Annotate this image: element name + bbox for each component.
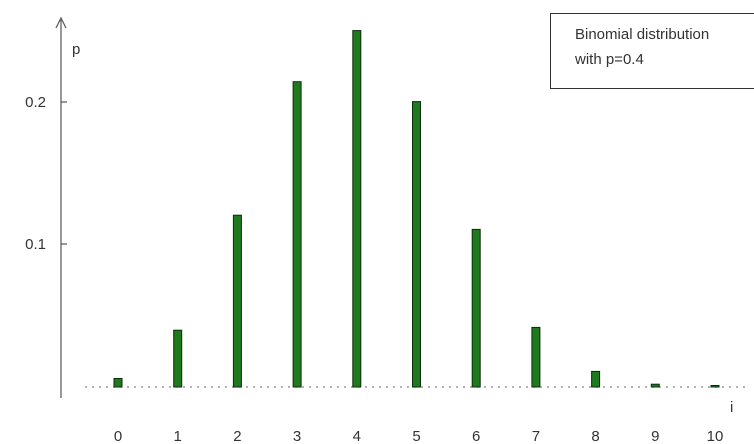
bar-3	[292, 81, 302, 388]
x-tick-label-2: 2	[233, 428, 241, 444]
x-tick-label-10: 10	[707, 428, 724, 444]
bar-0	[113, 378, 123, 388]
x-tick-label-7: 7	[532, 428, 540, 444]
bar-8	[591, 370, 601, 388]
x-tick-labels-group: 0 1 2 3 4 5 6 7 8 9 10	[114, 428, 724, 444]
x-tick-label-6: 6	[472, 428, 480, 444]
bar-2	[232, 214, 242, 388]
x-tick-label-8: 8	[591, 428, 599, 444]
bar-7	[531, 326, 541, 388]
x-tick-label-0: 0	[114, 428, 122, 444]
x-tick-label-4: 4	[353, 428, 361, 444]
x-axis-label: i	[730, 399, 733, 416]
x-tick-label-5: 5	[412, 428, 420, 444]
bar-1	[173, 329, 183, 388]
y-tick-label-0.1: 0.1	[25, 236, 46, 253]
y-tick-label-0.2: 0.2	[25, 94, 46, 111]
legend-line-1: Binomial distribution	[575, 26, 710, 43]
x-tick-label-9: 9	[651, 428, 659, 444]
bar-6	[471, 228, 481, 388]
bars-group	[113, 30, 720, 388]
bar-9	[650, 383, 660, 388]
legend-line-2: with p=0.4	[575, 51, 644, 68]
bar-5	[412, 101, 421, 388]
y-axis-label: p	[72, 41, 80, 58]
y-axis-arrow	[55, 16, 67, 29]
legend-box: Binomial distribution with p=0.4	[550, 13, 754, 89]
bar-4	[352, 30, 362, 388]
x-tick-label-3: 3	[293, 428, 301, 444]
bar-10	[710, 385, 720, 388]
x-tick-label-1: 1	[174, 428, 182, 444]
